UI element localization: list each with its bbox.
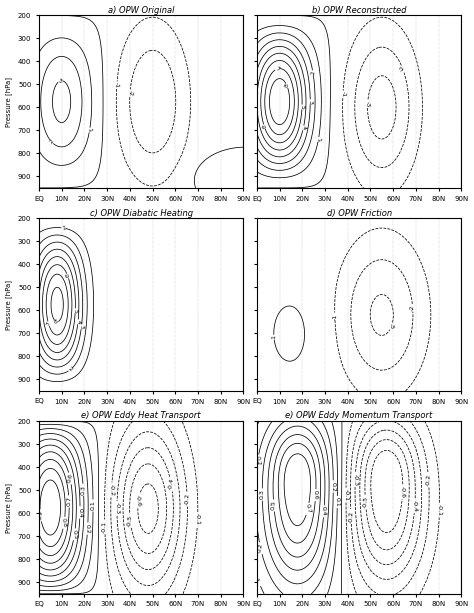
Text: -0.3: -0.3 <box>114 502 119 514</box>
Text: -0.4: -0.4 <box>168 478 175 490</box>
Text: 0.3: 0.3 <box>81 485 86 495</box>
Title: e) OPW Eddy Momentum Transport: e) OPW Eddy Momentum Transport <box>285 411 433 421</box>
Text: 5: 5 <box>73 309 78 313</box>
Text: 0.1: 0.1 <box>335 497 340 507</box>
Text: 6: 6 <box>261 124 267 129</box>
Title: d) OPW Friction: d) OPW Friction <box>327 208 392 218</box>
Text: 4: 4 <box>75 319 81 324</box>
Text: 0.2: 0.2 <box>85 524 91 534</box>
Text: 0.2: 0.2 <box>331 481 336 492</box>
Text: -0.3: -0.3 <box>353 473 358 485</box>
Text: 0.5: 0.5 <box>271 500 277 511</box>
Text: 0.7: 0.7 <box>304 503 311 514</box>
Text: -0.1: -0.1 <box>102 521 108 533</box>
Text: 0.4: 0.4 <box>321 506 327 516</box>
Text: 0.3: 0.3 <box>260 490 265 500</box>
Text: 0.9: 0.9 <box>37 510 44 520</box>
Text: 0.1: 0.1 <box>91 501 96 511</box>
Text: -0.5: -0.5 <box>127 514 133 527</box>
Text: 1: 1 <box>271 335 277 339</box>
Text: -0.1: -0.1 <box>437 504 442 516</box>
Title: a) OPW Original: a) OPW Original <box>108 6 174 15</box>
Y-axis label: Pressure [hPa]: Pressure [hPa] <box>6 482 12 533</box>
Text: 0.2: 0.2 <box>255 455 261 466</box>
Text: 0.2: 0.2 <box>257 543 264 554</box>
Text: 3: 3 <box>79 324 84 329</box>
Text: 5: 5 <box>300 105 305 109</box>
Text: 6: 6 <box>64 273 71 279</box>
Text: 4: 4 <box>301 126 306 131</box>
Text: -3: -3 <box>365 101 370 107</box>
Text: -0.2: -0.2 <box>426 473 431 485</box>
Text: 7: 7 <box>275 66 280 72</box>
Text: -3: -3 <box>388 322 395 330</box>
Text: -2: -2 <box>399 65 406 73</box>
Text: 1: 1 <box>87 128 92 132</box>
Text: 8: 8 <box>54 319 59 325</box>
Text: 2: 2 <box>48 139 55 145</box>
Title: c) OPW Diabatic Heating: c) OPW Diabatic Heating <box>90 208 193 218</box>
Text: 0.7: 0.7 <box>66 497 72 506</box>
Text: -0.1: -0.1 <box>195 513 201 525</box>
Text: -1: -1 <box>332 313 337 319</box>
Text: -0.5: -0.5 <box>363 496 368 508</box>
Text: 0.6: 0.6 <box>313 490 319 500</box>
Text: 2: 2 <box>67 367 73 373</box>
Text: -0.2: -0.2 <box>184 493 190 505</box>
Text: 3: 3 <box>308 100 313 104</box>
Text: 3: 3 <box>57 78 63 84</box>
Text: 7: 7 <box>46 321 52 327</box>
Text: 0.4: 0.4 <box>77 508 82 517</box>
Text: 2: 2 <box>310 70 316 75</box>
Text: -0.6: -0.6 <box>135 495 142 507</box>
Y-axis label: Pressure [hPa]: Pressure [hPa] <box>6 77 12 127</box>
Text: -2: -2 <box>410 305 415 311</box>
Text: -1: -1 <box>114 82 119 88</box>
Text: -0.2: -0.2 <box>109 484 114 496</box>
Text: 1: 1 <box>61 226 66 231</box>
Text: 0.8: 0.8 <box>61 517 67 528</box>
Text: 0.5: 0.5 <box>71 529 78 539</box>
Text: -0.1: -0.1 <box>344 489 348 501</box>
Text: 8: 8 <box>284 83 290 88</box>
Text: 0.6: 0.6 <box>66 473 73 484</box>
Text: -1: -1 <box>340 91 346 97</box>
Title: e) OPW Eddy Heat Transport: e) OPW Eddy Heat Transport <box>82 411 201 421</box>
Y-axis label: Pressure [hPa]: Pressure [hPa] <box>6 280 12 330</box>
Text: -2: -2 <box>127 90 133 97</box>
Text: 1: 1 <box>316 137 321 142</box>
Text: 0.1: 0.1 <box>254 575 263 586</box>
Title: b) OPW Reconstructed: b) OPW Reconstructed <box>312 6 406 15</box>
Text: -0.6: -0.6 <box>400 485 405 498</box>
Text: -0.4: -0.4 <box>412 500 418 512</box>
Text: -0.2: -0.2 <box>348 510 354 523</box>
